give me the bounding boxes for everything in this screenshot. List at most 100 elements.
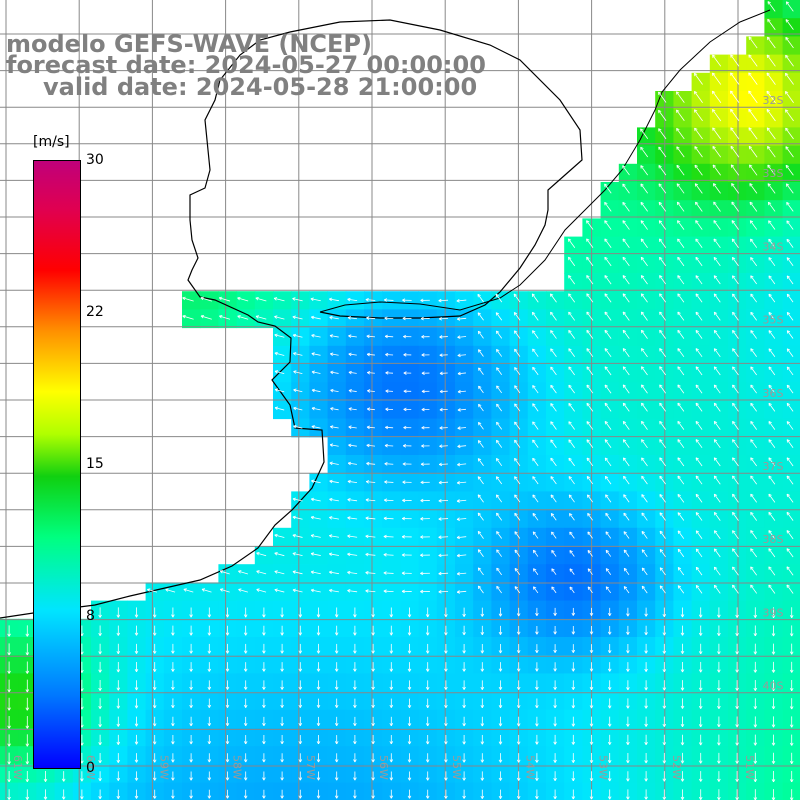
wind-vector <box>785 127 794 140</box>
wind-vector <box>785 1 794 12</box>
wind-vector <box>711 90 722 104</box>
wind-cell <box>782 36 800 56</box>
wind-cell <box>782 0 800 19</box>
wind-vector <box>676 146 685 158</box>
colorbar-tick-15: 15 <box>86 456 104 472</box>
wind-vector <box>766 54 776 67</box>
longitude-label: 53W <box>597 755 610 780</box>
latitude-label: 34S <box>763 240 784 253</box>
wind-cell <box>782 18 800 37</box>
colorbar <box>33 160 81 769</box>
wind-vector <box>748 36 758 49</box>
wind-cell <box>782 345 800 365</box>
wind-vector <box>766 127 776 140</box>
wind-vector <box>730 108 740 122</box>
wind-vector <box>748 54 758 67</box>
wind-vector <box>785 36 794 49</box>
longitude-label: 57W <box>304 755 317 780</box>
wind-vector <box>748 127 758 140</box>
wind-cell <box>782 54 800 74</box>
wind-vector <box>694 146 703 158</box>
wind-vector <box>694 109 703 122</box>
wind-vector <box>693 91 703 103</box>
wind-vector <box>784 91 794 103</box>
wind-cell <box>782 327 800 347</box>
latitude-label: 32S <box>763 94 784 107</box>
longitude-label: 59W <box>157 755 170 780</box>
wind-cell <box>782 218 800 238</box>
wind-vector <box>785 54 794 67</box>
colorbar-tick-8: 8 <box>86 608 95 624</box>
wind-vector <box>748 108 758 122</box>
wind-vector <box>730 145 740 158</box>
colorbar-tick-0: 0 <box>86 760 95 776</box>
wind-cell <box>782 145 800 165</box>
wind-vector <box>712 146 722 158</box>
wind-vector <box>640 146 649 158</box>
wind-cell <box>782 273 800 292</box>
wind-vectors <box>7 1 794 800</box>
latitude-label: 37S <box>763 460 784 473</box>
colorbar-tick-30: 30 <box>86 152 104 168</box>
valid-date: valid date: 2024-05-28 21:00:00 <box>43 73 478 101</box>
wind-cell <box>782 436 800 456</box>
longitude-label: 55W <box>450 755 463 780</box>
wind-vector <box>766 90 776 104</box>
longitude-label: 54W <box>523 755 536 780</box>
wind-vector <box>676 109 685 122</box>
wind-vector <box>712 72 722 85</box>
wind-cell <box>782 127 800 147</box>
latitude-label: 36S <box>763 387 784 400</box>
wind-cell <box>782 546 800 565</box>
colorbar-unit: [m/s] <box>33 134 70 150</box>
wind-cell <box>782 72 800 92</box>
wind-cell <box>782 182 800 201</box>
wind-cell <box>782 236 800 256</box>
wind-vector <box>694 72 703 85</box>
longitude-label: 51W <box>743 755 756 780</box>
wind-vector <box>658 109 667 121</box>
wind-cell <box>782 109 800 128</box>
wind-vector <box>640 128 649 140</box>
wind-cell <box>782 163 800 183</box>
longitude-label: 56W <box>377 755 390 780</box>
wind-vector <box>785 72 794 85</box>
wind-vector <box>730 127 740 140</box>
latitude-label: 38S <box>763 533 784 546</box>
latitude-label: 39S <box>763 606 784 619</box>
wind-cell <box>782 564 800 583</box>
wind-vector <box>658 91 667 103</box>
wind-cell <box>782 91 800 110</box>
wind-cell <box>782 491 800 511</box>
wind-cell <box>782 582 800 602</box>
coastline <box>0 19 583 619</box>
wind-cell <box>782 254 800 274</box>
wind-cell <box>782 473 800 492</box>
wind-vector <box>658 146 667 158</box>
wind-vector <box>766 36 776 49</box>
longitude-label: 52W <box>670 755 683 780</box>
wind-cell <box>782 309 800 329</box>
wind-vector <box>676 91 685 103</box>
wind-vector <box>766 109 776 122</box>
wind-vector <box>748 72 758 85</box>
latitude-label: 33S <box>763 167 784 180</box>
wind-cell <box>782 418 800 438</box>
wind-cell <box>782 400 800 420</box>
wind-cell <box>782 509 800 529</box>
wind-cell <box>782 455 800 474</box>
wind-vector <box>712 127 722 140</box>
wind-vector <box>658 128 667 140</box>
wind-vector <box>712 109 722 122</box>
wind-cell <box>782 200 800 219</box>
wind-vector <box>676 127 685 140</box>
wind-cell <box>782 364 800 383</box>
wind-cell <box>782 291 800 310</box>
wind-vector <box>712 54 722 67</box>
wind-vector <box>730 72 740 85</box>
country-border <box>319 9 771 313</box>
wind-vector <box>748 90 758 104</box>
latitude-label: 40S <box>763 680 784 693</box>
wind-vector <box>766 72 776 85</box>
